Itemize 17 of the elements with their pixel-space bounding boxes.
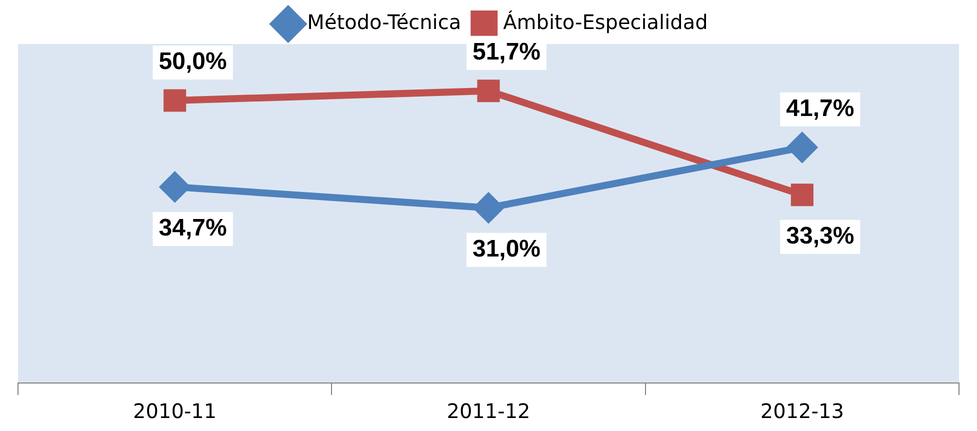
data-label: 50,0%: [158, 48, 227, 76]
data-label: 51,7%: [472, 38, 541, 66]
point: [788, 132, 817, 162]
legend-label: Ámbito-Especialidad: [503, 10, 708, 34]
x-tick-label: 2012-13: [760, 399, 844, 424]
point: [790, 184, 814, 206]
point: [164, 89, 186, 112]
legend-label: Método-Técnica: [307, 10, 462, 34]
x-tick-label: 2011-12: [446, 399, 530, 424]
point: [474, 193, 503, 222]
data-label: 33,3%: [786, 222, 854, 250]
data-label: 34,7%: [158, 214, 227, 242]
data-label: 41,7%: [786, 95, 854, 122]
point: [477, 80, 500, 102]
x-tick-label: 2010-11: [133, 399, 217, 424]
point: [160, 172, 190, 202]
data-label: 31,0%: [472, 235, 541, 262]
